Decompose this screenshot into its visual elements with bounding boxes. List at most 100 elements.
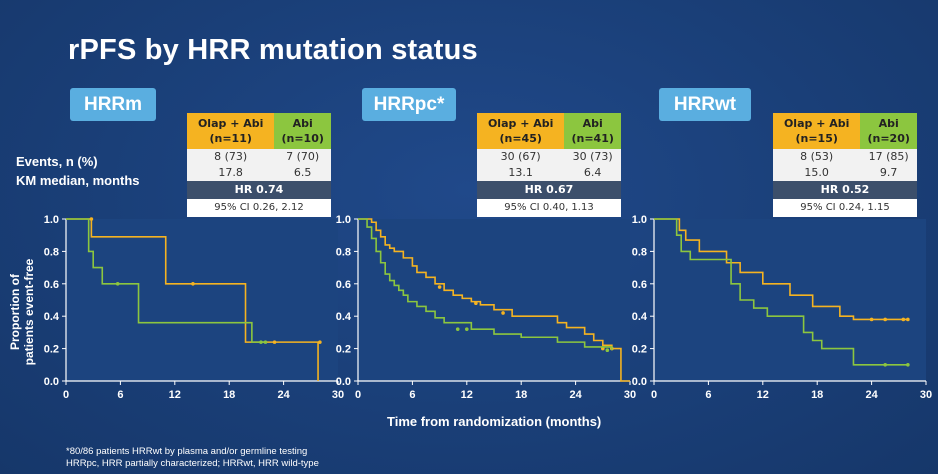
abi-km: 6.4: [564, 165, 621, 181]
x-tick-label: 18: [223, 389, 235, 401]
header-abi: Abi (n=20): [860, 113, 917, 149]
y-tick-label: 0.0: [336, 376, 351, 388]
abi-events: 7 (70): [274, 149, 331, 165]
x-tick-label: 30: [624, 389, 636, 401]
olap-km: 17.8: [187, 165, 275, 181]
plot-area: [654, 219, 926, 381]
confidence-interval: 95% CI 0.24, 1.15: [773, 199, 917, 217]
y-axis-label: Proportion of patients event-free: [8, 258, 36, 366]
abi-censor-mark: [906, 363, 910, 367]
olap-abi-censor-mark: [901, 317, 906, 322]
abi-censor-mark: [263, 340, 268, 344]
confidence-interval: 95% CI 0.26, 2.12: [187, 199, 331, 217]
olap-abi-censor-mark: [437, 285, 442, 289]
y-tick-label: 0.2: [44, 344, 59, 356]
x-tick-label: 6: [705, 389, 711, 401]
abi-censor-mark: [605, 348, 610, 353]
footnote-line-2: HRRpc, HRR partially characterized; HRRw…: [66, 458, 319, 469]
y-tick-label: 0.4: [632, 311, 648, 323]
y-tick-label: 1.0: [336, 214, 351, 226]
y-tick-label: 0.8: [336, 246, 351, 258]
olap-abi-curve: [66, 218, 319, 381]
abi-curve: [66, 218, 266, 343]
x-tick-label: 18: [515, 389, 527, 401]
footnote-line-1: *80/86 patients HRRwt by plasma and/or g…: [66, 446, 308, 457]
y-tick-label: 0.8: [632, 246, 647, 258]
y-tick-label: 0.0: [632, 376, 647, 388]
y-tick-label: 1.0: [632, 214, 647, 226]
y-tick-label: 1.0: [44, 214, 59, 226]
x-tick-label: 24: [277, 389, 290, 401]
abi-censor-mark: [883, 363, 887, 367]
abi-censor-mark: [465, 327, 469, 331]
abi-censor-mark: [259, 340, 263, 344]
abi-km: 9.7: [860, 165, 917, 181]
olap-abi-curve: [358, 218, 630, 382]
olap-abi-curve: [654, 218, 908, 321]
olap-abi-censor-mark: [318, 340, 322, 344]
olap-abi-censor-mark: [474, 301, 478, 306]
x-tick-label: 18: [811, 389, 823, 401]
olap-abi-censor-mark: [191, 282, 195, 286]
y-tick-label: 0.4: [44, 311, 60, 323]
x-tick-label: 6: [409, 389, 415, 401]
olap-abi-censor-mark: [906, 317, 910, 322]
x-tick-label: 30: [332, 389, 344, 401]
x-tick-label: 6: [117, 389, 123, 401]
header-abi: Abi (n=10): [274, 113, 331, 149]
header-olap-abi: Olap + Abi (n=15): [773, 113, 861, 149]
stats-table-hrrpc: Olap + Abi (n=45) Abi (n=41) 30 (67) 30 (73…: [477, 113, 621, 217]
y-tick-label: 0.2: [336, 344, 351, 356]
y-tick-label: 0.2: [632, 344, 647, 356]
page-title: rPFS by HRR mutation status: [68, 34, 478, 66]
olap-events: 30 (67): [477, 149, 565, 165]
olap-km: 13.1: [477, 165, 565, 181]
hazard-ratio: HR 0.74: [187, 181, 331, 199]
header-abi: Abi (n=41): [564, 113, 621, 149]
olap-abi-censor-mark: [501, 311, 505, 315]
plot-area: [66, 219, 338, 381]
header-olap-abi: Olap + Abi (n=11): [187, 113, 275, 149]
y-tick-label: 0.6: [44, 279, 59, 291]
x-tick-label: 0: [63, 389, 69, 401]
x-tick-label: 12: [169, 389, 181, 401]
group-label-hrrm: HRRm: [70, 88, 156, 121]
abi-km: 6.5: [274, 165, 331, 181]
y-tick-label: 0.8: [44, 246, 59, 258]
stats-table-hrrwt: Olap + Abi (n=15) Abi (n=20) 8 (53) 17 (85)…: [773, 113, 917, 217]
x-tick-label: 0: [355, 389, 361, 401]
km-median-label: KM median, months: [16, 173, 140, 188]
abi-curve: [654, 218, 908, 366]
x-axis-label: Time from randomization (months): [387, 414, 602, 429]
olap-km: 15.0: [773, 165, 861, 181]
x-tick-label: 24: [569, 389, 582, 401]
y-tick-label: 0.6: [336, 279, 351, 291]
y-tick-label: 0.0: [44, 376, 59, 388]
confidence-interval: 95% CI 0.40, 1.13: [477, 199, 621, 217]
olap-abi-censor-mark: [883, 317, 887, 322]
olap-events: 8 (53): [773, 149, 861, 165]
header-olap-abi: Olap + Abi (n=45): [477, 113, 565, 149]
olap-abi-censor-mark: [272, 340, 277, 344]
abi-curve: [358, 218, 613, 351]
group-label-hrrpc: HRRpc*: [362, 88, 456, 121]
y-tick-label: 0.4: [336, 311, 352, 323]
x-tick-label: 0: [651, 389, 657, 401]
x-tick-label: 12: [757, 389, 769, 401]
x-tick-label: 12: [461, 389, 473, 401]
x-tick-label: 24: [865, 389, 878, 401]
abi-events: 30 (73): [564, 149, 621, 165]
hazard-ratio: HR 0.52: [773, 181, 917, 199]
plot-area: [358, 219, 630, 381]
hazard-ratio: HR 0.67: [477, 181, 621, 199]
olap-events: 8 (73): [187, 149, 275, 165]
row-labels: Events, n (%) KM median, months: [16, 152, 140, 190]
abi-censor-mark: [115, 282, 120, 286]
events-label: Events, n (%): [16, 154, 98, 169]
y-tick-label: 0.6: [632, 279, 647, 291]
stats-table-hrrm: Olap + Abi (n=11) Abi (n=10) 8 (73) 7 (70) …: [187, 113, 331, 217]
abi-events: 17 (85): [860, 149, 917, 165]
footnote: *80/86 patients HRRwt by plasma and/or g…: [66, 446, 319, 470]
olap-abi-censor-mark: [89, 217, 94, 221]
